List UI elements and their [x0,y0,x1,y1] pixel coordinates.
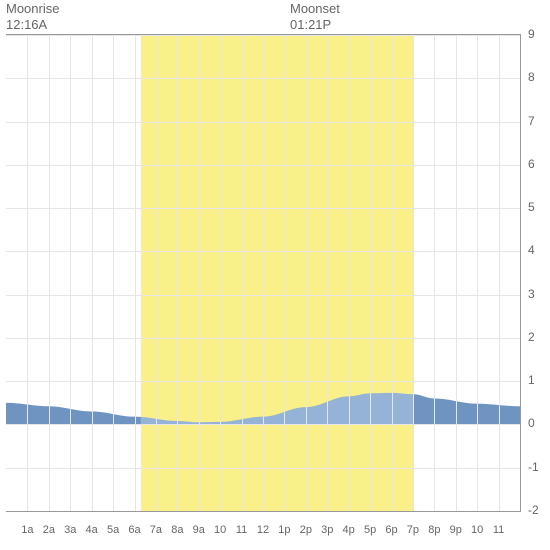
y-tick-label: 0 [528,416,535,430]
y-tick-label: 7 [528,114,535,128]
x-tick-label: 10 [471,524,483,536]
vertical-gridline [327,35,328,511]
horizontal-gridline [6,122,520,123]
x-tick-label: 11 [493,524,504,536]
tide-chart-container: { "header": { "moonrise_label": "Moonris… [0,0,550,550]
y-tick-label: 3 [528,287,535,301]
x-tick-label: 7p [407,524,419,536]
y-tick-label: 8 [528,70,535,84]
vertical-gridline [199,35,200,511]
x-tick-label: 12 [257,524,269,536]
vertical-gridline [349,35,350,511]
vertical-gridline [284,35,285,511]
x-tick-label: 9a [193,524,205,536]
x-tick-label: 5a [107,524,119,536]
x-tick-label: 8p [428,524,440,536]
moonrise-title: Moonrise [6,1,59,17]
x-tick-label: 1a [21,524,33,536]
vertical-gridline [456,35,457,511]
y-tick-label: 2 [528,330,535,344]
horizontal-gridline [6,35,520,36]
horizontal-gridline [6,165,520,166]
moonset-time: 01:21P [290,17,340,33]
vertical-gridline [306,35,307,511]
vertical-gridline [220,35,221,511]
horizontal-gridline [6,424,520,425]
y-tick-label: -2 [528,503,539,517]
horizontal-gridline [6,381,520,382]
tide-area-segment [141,393,413,425]
x-tick-label: 8a [171,524,183,536]
vertical-gridline [70,35,71,511]
tide-area-segment [413,394,520,424]
y-tick-label: 4 [528,243,535,257]
vertical-gridline [27,35,28,511]
x-tick-label: 10 [214,524,226,536]
x-tick-label: 7a [150,524,162,536]
horizontal-gridline [6,338,520,339]
moonrise-time: 12:16A [6,17,59,33]
y-tick-label: 1 [528,373,535,387]
vertical-gridline [92,35,93,511]
vertical-gridline [177,35,178,511]
vertical-gridline [135,35,136,511]
x-tick-label: 9p [450,524,462,536]
vertical-gridline [477,35,478,511]
horizontal-gridline [6,295,520,296]
vertical-gridline [499,35,500,511]
x-tick-label: 6p [385,524,397,536]
vertical-gridline [263,35,264,511]
x-tick-label: 5p [364,524,376,536]
x-tick-label: 6a [128,524,140,536]
horizontal-gridline [6,251,520,252]
y-tick-label: 6 [528,157,535,171]
y-tick-label: -1 [528,460,539,474]
chart-plot-area [6,34,521,512]
horizontal-gridline [6,468,520,469]
moonrise-label: Moonrise 12:16A [6,1,59,32]
horizontal-gridline [6,208,520,209]
tide-area-segment [6,403,141,425]
x-tick-label: 4a [86,524,98,536]
vertical-gridline [242,35,243,511]
vertical-gridline [392,35,393,511]
x-tick-label: 1p [278,524,290,536]
moonset-label: Moonset 01:21P [290,1,340,32]
y-tick-label: 9 [528,27,535,41]
vertical-gridline [434,35,435,511]
vertical-gridline [156,35,157,511]
vertical-gridline [49,35,50,511]
x-tick-label: 2p [300,524,312,536]
x-tick-label: 3p [321,524,333,536]
vertical-gridline [113,35,114,511]
horizontal-gridline [6,78,520,79]
x-tick-label: 4p [343,524,355,536]
y-tick-label: 5 [528,200,535,214]
vertical-gridline [370,35,371,511]
x-tick-label: 11 [236,524,247,536]
x-tick-label: 3a [64,524,76,536]
moonset-title: Moonset [290,1,340,17]
vertical-gridline [413,35,414,511]
x-tick-label: 2a [43,524,55,536]
